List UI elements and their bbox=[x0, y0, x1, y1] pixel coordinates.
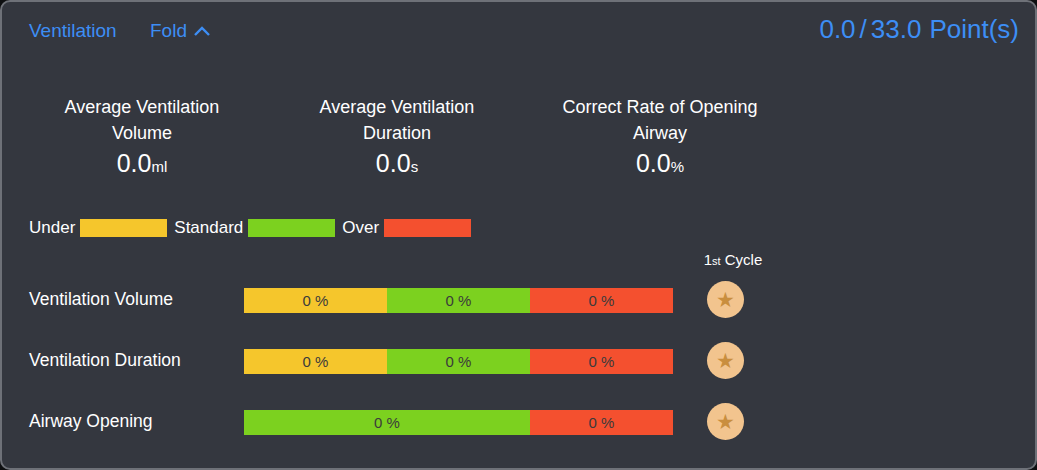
star-badge-icon: ★ bbox=[707, 342, 744, 379]
stat-label: Average Ventilation bbox=[27, 94, 257, 120]
score-value: 0.0 bbox=[819, 14, 855, 44]
stat-label: Duration bbox=[282, 120, 512, 146]
stat-average-ventilation-volume: Average Ventilation Volume 0.0ml bbox=[27, 94, 257, 178]
stat-unit: % bbox=[671, 158, 684, 175]
bar-segment-over: 0 % bbox=[530, 288, 673, 313]
legend: Under Standard Over bbox=[29, 218, 478, 238]
stat-correct-rate-opening-airway: Correct Rate of Opening Airway 0.0% bbox=[545, 94, 775, 178]
score-unit: Point(s) bbox=[929, 14, 1019, 44]
legend-swatch-over bbox=[384, 219, 471, 237]
metric-row: Ventilation Duration0 %0 %0 %★ bbox=[2, 341, 1035, 381]
chevron-up-icon bbox=[193, 20, 211, 42]
bar-segment-over: 0 % bbox=[530, 349, 673, 374]
ventilation-results-panel: Ventilation Fold 0.0/33.0Point(s) Averag… bbox=[0, 0, 1037, 470]
metric-row-label: Airway Opening bbox=[29, 411, 153, 432]
legend-swatch-under bbox=[80, 219, 167, 237]
legend-label-under: Under bbox=[29, 218, 75, 238]
panel-title: Ventilation bbox=[29, 20, 117, 42]
stat-label: Correct Rate of Opening bbox=[545, 94, 775, 120]
stat-label: Airway bbox=[545, 120, 775, 146]
metric-row-label: Ventilation Duration bbox=[29, 350, 181, 371]
cycle-column-header: 1st Cycle bbox=[690, 251, 776, 268]
bar-segment-standard: 0 % bbox=[387, 349, 530, 374]
metric-row: Ventilation Volume0 %0 %0 %★ bbox=[2, 280, 1035, 320]
bar-segment-under: 0 % bbox=[244, 349, 387, 374]
score-display: 0.0/33.0Point(s) bbox=[819, 14, 1019, 45]
score-separator: / bbox=[860, 14, 867, 44]
legend-swatch-standard bbox=[248, 219, 335, 237]
metric-row-label: Ventilation Volume bbox=[29, 289, 173, 310]
stat-label: Average Ventilation bbox=[282, 94, 512, 120]
stat-average-ventilation-duration: Average Ventilation Duration 0.0s bbox=[282, 94, 512, 178]
stat-value: 0.0% bbox=[545, 149, 775, 178]
fold-button-label: Fold bbox=[150, 20, 187, 42]
metric-row: Airway Opening 0 %0 % ★ bbox=[2, 402, 1035, 442]
legend-label-standard: Standard bbox=[174, 218, 243, 238]
segmented-bar: 0 %0 % bbox=[244, 410, 673, 435]
legend-label-over: Over bbox=[342, 218, 379, 238]
bar-segment-standard: 0 % bbox=[244, 410, 530, 435]
stat-value: 0.0s bbox=[282, 149, 512, 178]
score-total: 33.0 bbox=[871, 14, 922, 44]
segmented-bar: 0 %0 %0 % bbox=[244, 288, 673, 313]
star-badge-icon: ★ bbox=[707, 281, 744, 318]
bar-segment-standard: 0 % bbox=[387, 288, 530, 313]
segmented-bar: 0 %0 %0 % bbox=[244, 349, 673, 374]
stat-value: 0.0ml bbox=[27, 149, 257, 178]
stat-label: Volume bbox=[27, 120, 257, 146]
bar-segment-under: 0 % bbox=[244, 288, 387, 313]
stat-unit: s bbox=[411, 158, 419, 175]
fold-button[interactable]: Fold bbox=[150, 20, 211, 42]
stat-unit: ml bbox=[151, 158, 167, 175]
star-badge-icon: ★ bbox=[707, 403, 744, 440]
bar-segment-over: 0 % bbox=[530, 410, 673, 435]
